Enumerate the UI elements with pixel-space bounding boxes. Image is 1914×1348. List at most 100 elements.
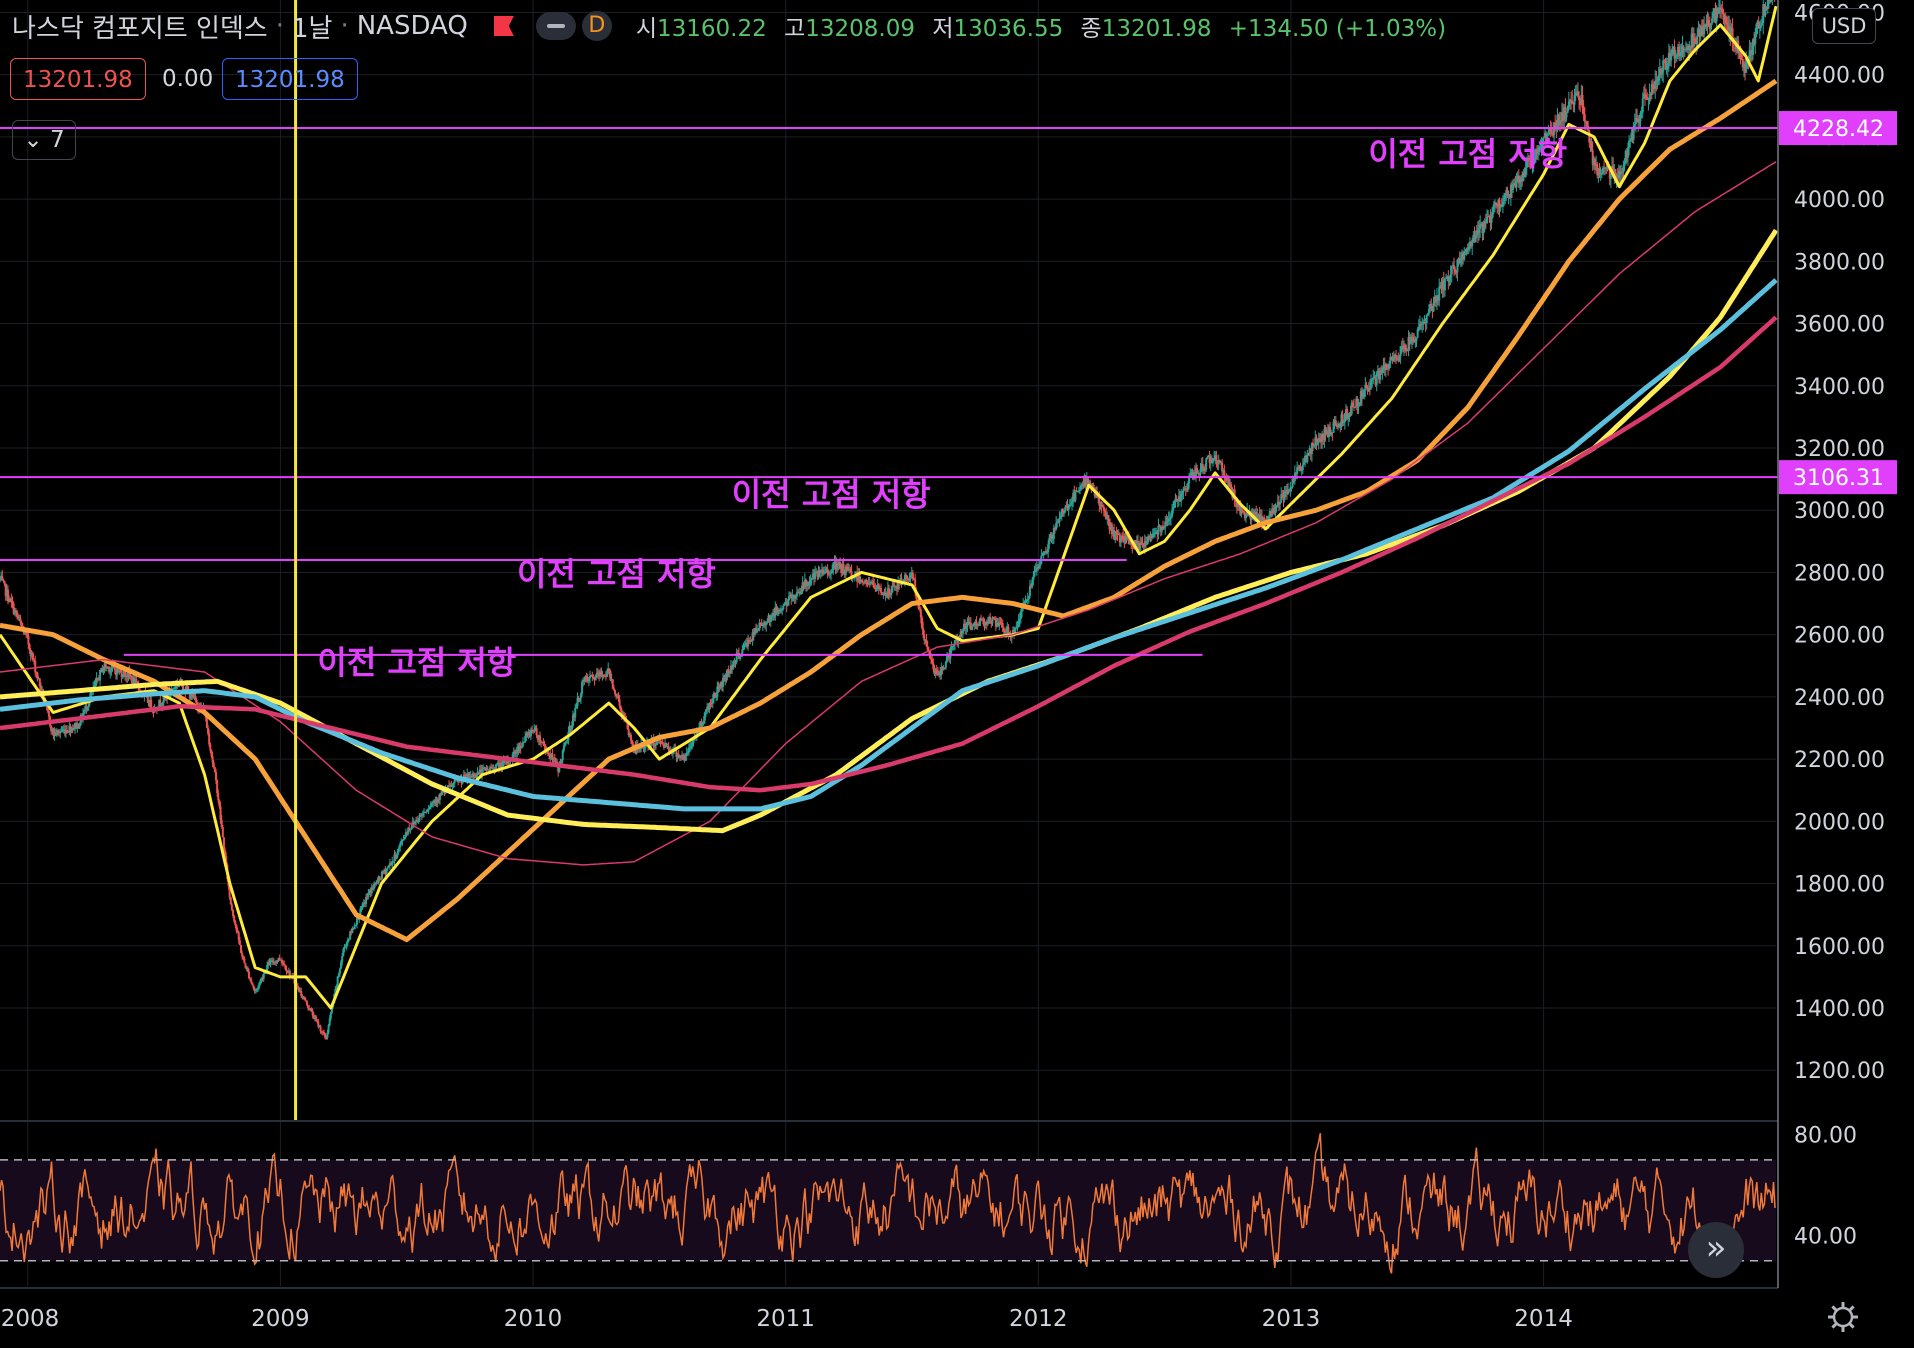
- candle-body: [1493, 202, 1496, 205]
- candle-body: [822, 569, 825, 574]
- candle-body: [566, 740, 569, 742]
- candle-body: [1506, 189, 1509, 196]
- candle-body: [1641, 98, 1644, 113]
- candle-body: [1588, 130, 1591, 143]
- candle-body: [541, 741, 544, 743]
- candle-body: [300, 991, 303, 997]
- flag-icon[interactable]: [493, 16, 514, 36]
- candle-body: [400, 840, 403, 844]
- symbol-title[interactable]: 나스닥 컴포지트 인덱스: [12, 13, 268, 44]
- candle-body: [809, 580, 812, 584]
- candle-body: [1357, 404, 1360, 407]
- candle-body: [1665, 67, 1668, 70]
- candle-body: [812, 573, 815, 580]
- candle-body: [1230, 484, 1233, 489]
- candle-body: [642, 746, 645, 749]
- candle-body: [492, 768, 495, 770]
- candle-body: [429, 803, 432, 807]
- candle-body: [1374, 377, 1377, 385]
- candle-body: [531, 729, 534, 731]
- candle-body: [373, 883, 376, 889]
- candle-body: [1365, 384, 1368, 388]
- candle-body: [1327, 426, 1330, 438]
- candle-body: [1407, 337, 1410, 350]
- candle-body: [1417, 326, 1420, 330]
- candle-body: [699, 721, 702, 728]
- candle-body: [687, 747, 690, 753]
- interval-badge[interactable]: D: [581, 11, 612, 41]
- candle-body: [345, 942, 348, 947]
- candle-body: [609, 671, 612, 681]
- candle-body: [1193, 472, 1196, 477]
- candle-body: [654, 743, 657, 745]
- candle-body: [652, 738, 655, 747]
- candle-body: [284, 964, 287, 970]
- candle-body: [985, 621, 988, 625]
- candle-body: [1169, 516, 1172, 519]
- candle-body: [593, 677, 596, 681]
- candle-body: [1596, 163, 1599, 176]
- candle-body: [1064, 507, 1067, 512]
- candle-body: [726, 669, 729, 677]
- candle-body: [1298, 466, 1301, 469]
- candle-body: [1135, 541, 1138, 545]
- candle-body: [604, 676, 607, 678]
- candle-body: [798, 591, 801, 593]
- candle-body: [1464, 251, 1467, 253]
- candle-body: [610, 679, 613, 681]
- candle-body: [103, 663, 106, 668]
- candle-body: [99, 669, 102, 681]
- candle-body: [1721, 8, 1724, 12]
- candle-body: [1346, 409, 1349, 419]
- candle-body: [1509, 184, 1512, 198]
- candle-body: [1758, 27, 1761, 29]
- eye-toggle-icon[interactable]: [535, 12, 576, 40]
- scroll-to-realtime-icon[interactable]: »: [1688, 1222, 1744, 1278]
- candle-body: [1334, 420, 1337, 426]
- candle-body: [1222, 470, 1225, 472]
- candle-body: [1483, 221, 1486, 228]
- candle-body: [932, 663, 935, 669]
- candle-body: [1107, 515, 1110, 519]
- rsi-band: [0, 1159, 1776, 1261]
- indicators-collapse-button[interactable]: ⌄ 7: [12, 120, 76, 160]
- candle-body: [1466, 248, 1469, 250]
- candle-body: [1154, 533, 1157, 535]
- candle-body: [1354, 406, 1357, 408]
- interval-label[interactable]: 1날: [292, 13, 333, 44]
- candle-body: [1479, 224, 1482, 229]
- candle-body: [1475, 230, 1478, 236]
- candle-body: [244, 963, 247, 969]
- candle-body: [828, 573, 831, 575]
- candle-body: [784, 601, 787, 605]
- candle-body: [320, 1031, 323, 1033]
- candle-body: [1184, 488, 1187, 490]
- candle-body: [922, 627, 925, 635]
- candle-body: [60, 731, 63, 733]
- candle-body: [599, 671, 602, 677]
- candle-body: [59, 731, 62, 734]
- candle-body: [1194, 468, 1197, 477]
- candle-body: [976, 623, 979, 625]
- candle-body: [1099, 505, 1102, 507]
- candle-body: [268, 961, 271, 966]
- buy-price-button[interactable]: 13201.98: [222, 58, 358, 100]
- candle-body: [627, 729, 630, 736]
- candle-body: [86, 707, 89, 710]
- candle-body: [716, 686, 719, 697]
- candle-body: [888, 588, 891, 595]
- candle-body: [709, 703, 712, 705]
- candle-body: [159, 700, 162, 706]
- candle-body: [1745, 62, 1748, 73]
- candle-body: [1216, 460, 1219, 465]
- candle-body: [1243, 512, 1246, 518]
- candle-body: [942, 667, 945, 671]
- sell-price-button[interactable]: 13201.98: [10, 58, 146, 100]
- candle-body: [85, 706, 88, 710]
- candle-body: [1085, 477, 1088, 486]
- candle-body: [1173, 500, 1176, 508]
- currency-button[interactable]: USD: [1812, 8, 1876, 44]
- candle-body: [999, 622, 1002, 624]
- candle-body: [1217, 459, 1220, 465]
